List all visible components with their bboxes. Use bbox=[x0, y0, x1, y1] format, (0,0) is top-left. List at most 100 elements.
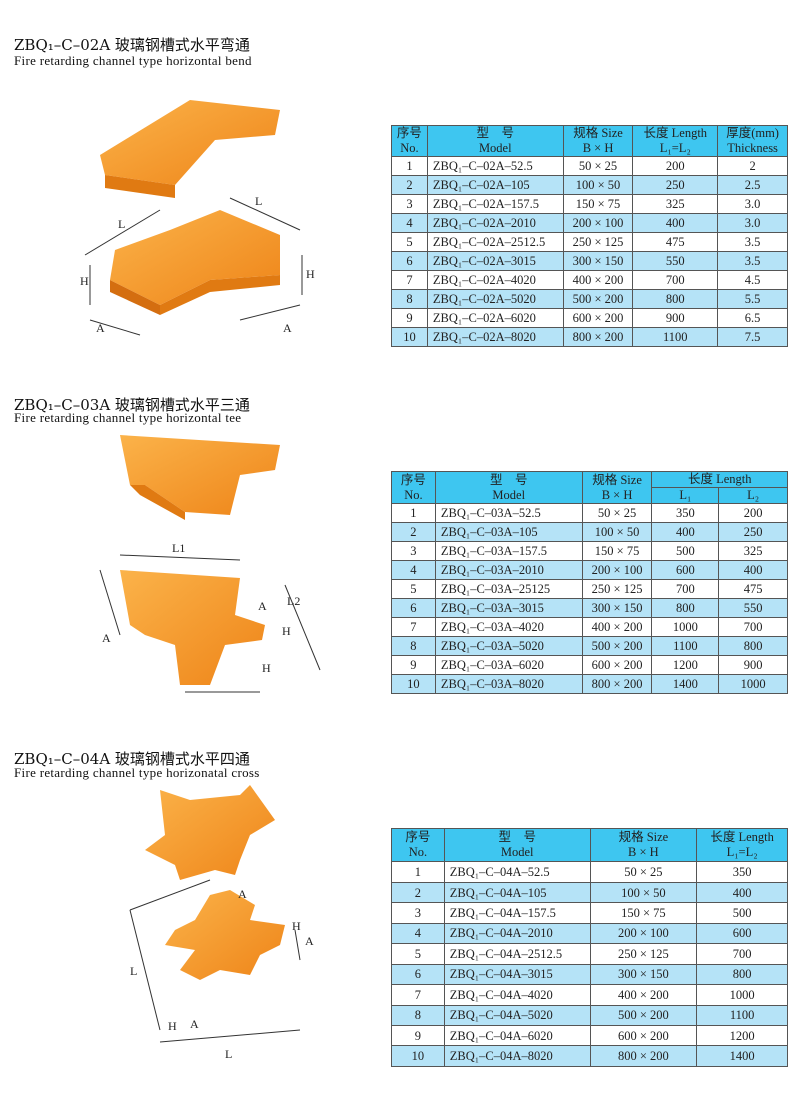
cell-no: 1 bbox=[391, 861, 445, 883]
header-en: B × H bbox=[582, 141, 614, 155]
cell-length: 350 bbox=[696, 861, 788, 883]
cell-model: ZBQ₁–C–02A–2010 bbox=[426, 213, 564, 233]
cell-model: ZBQ₁–C–04A–3015 bbox=[443, 963, 591, 986]
bend-illustration: L L H H A A bbox=[80, 100, 315, 336]
table-row: 3 ZBQ₁–C–04A–157.5 150 × 75 500 bbox=[391, 902, 788, 924]
spec-table-bend: 序号 No. 型 号 Model 规格 Size B × H 长度 Length L₁=L₂ 厚… bbox=[391, 125, 788, 347]
cell-length: 1000 bbox=[696, 984, 788, 1006]
cell-length: 250 bbox=[632, 175, 719, 195]
table-row: 5 ZBQ₁–C–04A–2512.5 250 × 125 700 bbox=[391, 943, 788, 965]
header-en: No. bbox=[400, 141, 419, 155]
cell-size: 300 × 150 bbox=[589, 963, 698, 986]
table-row: 4 ZBQ₁–C–04A–2010 200 × 100 600 bbox=[391, 922, 788, 945]
cell-no: 2 bbox=[391, 522, 436, 542]
dim-label-H: H bbox=[168, 1019, 177, 1033]
header-size: 规格 Size B × H bbox=[562, 125, 634, 157]
table-row: 6 ZBQ₁–C–02A–3015 300 × 150 550 3.5 bbox=[391, 251, 788, 271]
header-en: Model bbox=[500, 845, 534, 860]
cell-no: 3 bbox=[391, 541, 436, 561]
table-row: 5 ZBQ₁–C–02A–2512.5 250 × 125 475 3.5 bbox=[391, 232, 788, 252]
header-l1: L₁ bbox=[651, 487, 720, 504]
header-cn: 型 号 bbox=[489, 472, 528, 487]
cell-no: 8 bbox=[391, 1004, 445, 1027]
header-cn: 长度 Length bbox=[710, 830, 774, 845]
table-row: 1 ZBQ₁–C–04A–52.5 50 × 25 350 bbox=[391, 861, 788, 883]
cell-length: 400 bbox=[632, 213, 719, 233]
cell-model: ZBQ₁–C–03A–157.5 bbox=[434, 541, 583, 561]
cell-no: 9 bbox=[391, 308, 428, 328]
dim-label-L: L bbox=[255, 194, 262, 208]
cell-length: 1100 bbox=[696, 1004, 788, 1027]
cell-size: 400 × 200 bbox=[589, 984, 698, 1006]
cell-size: 600 × 200 bbox=[589, 1024, 698, 1047]
cell-no: 6 bbox=[391, 963, 445, 986]
header-no: 序号 No. bbox=[391, 471, 436, 504]
dim-label-H: H bbox=[306, 267, 315, 281]
header-cn: 长度 Length bbox=[643, 126, 708, 140]
cell-length: 1100 bbox=[651, 636, 720, 656]
cell-value: 4.5 bbox=[717, 270, 788, 290]
cell-model: ZBQ₁–C–02A–5020 bbox=[426, 289, 564, 309]
cell-size: 500 × 200 bbox=[589, 1004, 698, 1027]
table-row: 10 ZBQ₁–C–04A–8020 800 × 200 1400 bbox=[391, 1045, 788, 1067]
dim-label-L2: L2 bbox=[287, 594, 300, 608]
cell-model: ZBQ₁–C–02A–3015 bbox=[426, 251, 564, 271]
cell-size: 300 × 150 bbox=[562, 251, 634, 271]
cell-size: 50 × 25 bbox=[581, 503, 653, 523]
cell-model: ZBQ₁–C–02A–52.5 bbox=[426, 156, 564, 176]
header-row: 序号 No. 型 号 Model 规格 Size B × H 长度 Length L₁=L₂ bbox=[391, 827, 788, 863]
cell-size: 800 × 200 bbox=[562, 327, 634, 347]
cell-no: 10 bbox=[391, 674, 436, 694]
cell-model: ZBQ₁–C–04A–2512.5 bbox=[443, 943, 591, 965]
table-row: 10 ZBQ₁–C–03A–8020 800 × 200 1400 1000 bbox=[391, 674, 788, 694]
cell-size: 200 × 100 bbox=[562, 213, 634, 233]
spec-table-cross: 序号 No. 型 号 Model 规格 Size B × H 长度 Length L₁=L₂ 1… bbox=[391, 827, 788, 1067]
section-title-tee: ZBQ₁–C–03A 玻璃钢槽式水平三通 bbox=[14, 396, 250, 414]
header-en: Model bbox=[478, 141, 512, 155]
header-en: B × H bbox=[628, 845, 659, 860]
cell-length: 600 bbox=[696, 922, 788, 945]
table-row: 6 ZBQ₁–C–03A–3015 300 × 150 800 550 bbox=[391, 598, 788, 618]
cell-model: ZBQ₁–C–04A–105 bbox=[443, 881, 591, 904]
cell-no: 5 bbox=[391, 232, 428, 252]
dim-label-A: A bbox=[96, 321, 105, 335]
cell-no: 6 bbox=[391, 251, 428, 271]
cell-model: ZBQ₁–C–04A–8020 bbox=[443, 1045, 591, 1067]
header-en: Thickness bbox=[727, 141, 778, 155]
cell-model: ZBQ₁–C–03A–25125 bbox=[434, 579, 583, 599]
dim-label-A: A bbox=[283, 321, 292, 335]
header-size: 规格 Size B × H bbox=[581, 471, 653, 504]
cell-no: 2 bbox=[391, 881, 445, 904]
cell-value: 6.5 bbox=[717, 308, 788, 328]
header-cn: 型 号 bbox=[498, 830, 536, 845]
cell-model: ZBQ₁–C–02A–157.5 bbox=[426, 194, 564, 214]
cell-model: ZBQ₁–C–04A–6020 bbox=[443, 1024, 591, 1047]
table-row: 5 ZBQ₁–C–03A–25125 250 × 125 700 475 bbox=[391, 579, 788, 599]
cell-size: 150 × 75 bbox=[562, 194, 634, 214]
section-title-bend: ZBQ₁–C–02A 玻璃钢槽式水平弯通 bbox=[14, 36, 250, 54]
cell-length: 700 bbox=[651, 579, 720, 599]
table-row: 8 ZBQ₁–C–02A–5020 500 × 200 800 5.5 bbox=[391, 289, 788, 309]
header-cn: 规格 Size bbox=[618, 830, 669, 845]
cell-length: 1000 bbox=[651, 617, 720, 637]
dim-label-H: H bbox=[282, 624, 291, 638]
cell-size: 200 × 100 bbox=[581, 560, 653, 580]
cell-value: 3.5 bbox=[717, 232, 788, 252]
header-thickness: 厚度(mm) Thickness bbox=[717, 125, 788, 157]
table-row: 4 ZBQ₁–C–03A–2010 200 × 100 600 400 bbox=[391, 560, 788, 580]
header-length: 长度 Length L₁=L₂ bbox=[696, 827, 788, 863]
cell-size: 800 × 200 bbox=[589, 1045, 698, 1067]
header-cn: 规格 Size bbox=[573, 126, 623, 140]
section-subtitle-cross: Fire retarding channel type horizonatal … bbox=[14, 765, 260, 780]
dim-label-H: H bbox=[80, 274, 89, 288]
cell-no: 1 bbox=[391, 503, 436, 523]
cell-no: 9 bbox=[391, 655, 436, 675]
header-size: 规格 Size B × H bbox=[589, 827, 698, 863]
table-row: 7 ZBQ₁–C–02A–4020 400 × 200 700 4.5 bbox=[391, 270, 788, 290]
dim-label-A: A bbox=[305, 934, 314, 948]
table-row: 9 ZBQ₁–C–02A–6020 600 × 200 900 6.5 bbox=[391, 308, 788, 328]
cell-value: 800 bbox=[718, 636, 788, 656]
cross-illustration: A A H L H A L bbox=[129, 785, 314, 1061]
cell-model: ZBQ₁–C–03A–6020 bbox=[434, 655, 583, 675]
